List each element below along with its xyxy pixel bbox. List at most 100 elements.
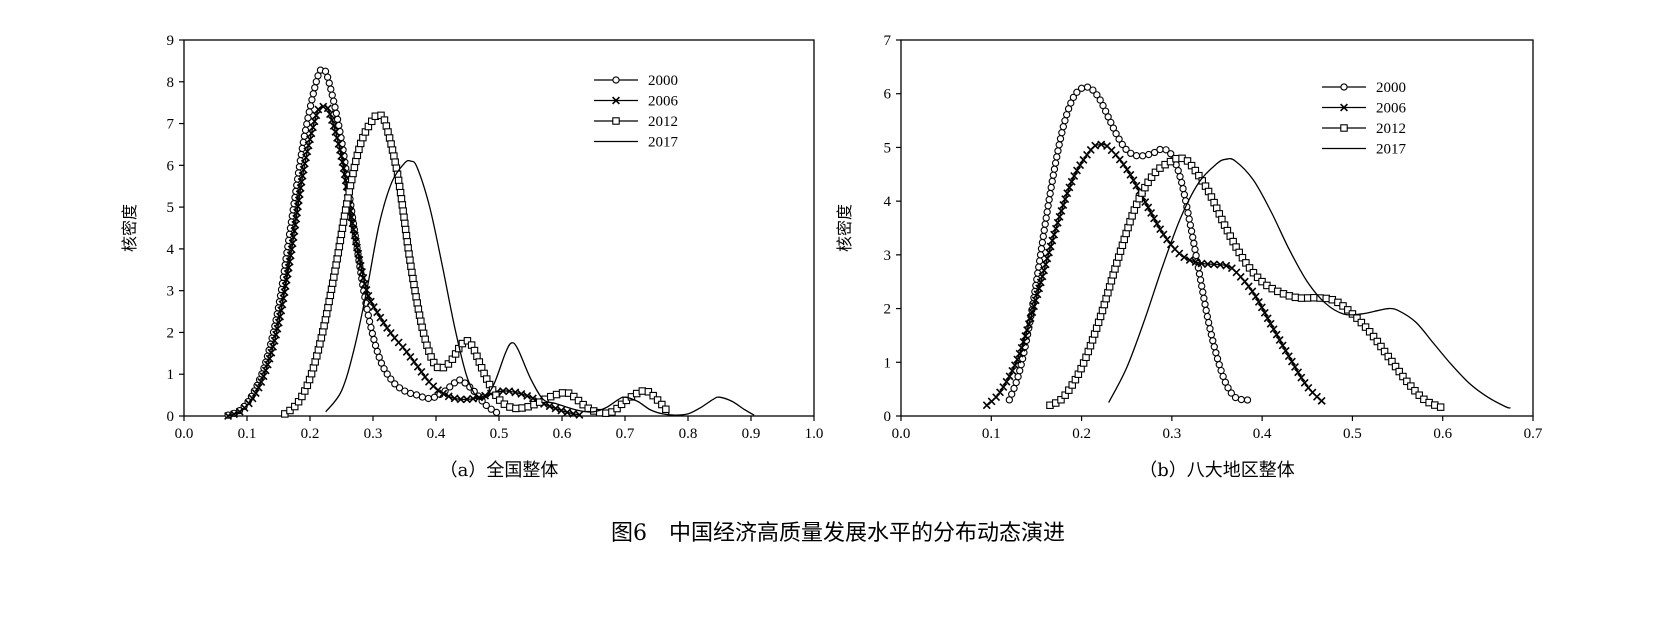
data-point: [1150, 148, 1159, 157]
data-point: [1050, 230, 1059, 239]
data-point: [224, 412, 233, 420]
data-point: [383, 323, 392, 332]
data-point: [1040, 226, 1048, 234]
data-point: [312, 78, 320, 86]
data-point: [1089, 86, 1097, 94]
data-point: [1048, 236, 1057, 245]
data-point: [251, 389, 260, 398]
data-point: [1339, 302, 1347, 310]
data-point: [439, 389, 448, 398]
x-tick-label: 0.5: [490, 426, 509, 442]
data-point: [303, 120, 311, 128]
data-point: [1035, 257, 1044, 265]
data-point: [312, 111, 321, 120]
data-point: [1132, 181, 1141, 190]
data-point: [1028, 308, 1037, 317]
data-point: [1310, 293, 1318, 302]
data-point: [371, 341, 380, 350]
data-point: [411, 287, 419, 295]
data-point: [367, 323, 375, 332]
data-point: [322, 309, 331, 318]
data-point: [1061, 117, 1069, 125]
plot-frame: [183, 39, 815, 417]
data-point: [1213, 355, 1222, 363]
data-point: [644, 388, 653, 396]
data-point: [348, 219, 357, 228]
data-point: [284, 263, 293, 272]
data-point: [1291, 293, 1300, 302]
data-point: [1073, 166, 1081, 175]
data-point: [292, 214, 301, 223]
data-point: [278, 300, 287, 309]
data-point: [495, 396, 504, 404]
data-point: [456, 376, 464, 384]
data-point: [277, 306, 286, 315]
data-point: [1055, 212, 1064, 221]
data-point: [395, 384, 404, 392]
data-point: [265, 354, 274, 363]
data-point: [1244, 282, 1253, 291]
data-point: [401, 219, 409, 228]
data-point: [344, 193, 352, 202]
data-point: [1266, 319, 1275, 328]
data-point: [355, 255, 364, 264]
data-point: [380, 365, 388, 373]
data-point: [1097, 140, 1106, 149]
data-point: [1054, 147, 1062, 155]
data-point: [469, 394, 478, 403]
data-point: [1207, 331, 1216, 339]
data-point: [323, 104, 332, 113]
data-point: [1021, 332, 1030, 340]
data-point: [326, 110, 334, 119]
y-tick-label: 8: [167, 75, 175, 91]
data-point: [309, 90, 317, 98]
data-point: [314, 346, 323, 354]
data-point: [400, 213, 408, 221]
data-point: [1217, 366, 1225, 375]
data-point: [1063, 111, 1071, 119]
data-point: [1249, 268, 1258, 277]
data-point: [430, 358, 438, 367]
series-2000: [1005, 83, 1252, 404]
data-point: [1109, 124, 1118, 132]
data-point: [340, 212, 349, 220]
data-point: [356, 261, 365, 270]
data-point: [301, 126, 310, 134]
data-point: [1191, 245, 1199, 254]
data-point: [658, 400, 666, 409]
data-point: [409, 274, 417, 283]
data-point: [324, 303, 332, 312]
legend-label: 2012: [1376, 121, 1406, 137]
data-point: [363, 305, 371, 313]
data-point: [254, 383, 263, 392]
data-point: [263, 360, 272, 369]
y-tick-label: 1: [167, 367, 175, 383]
data-point: [1216, 260, 1225, 269]
data-point: [339, 218, 348, 226]
data-point: [293, 202, 302, 211]
data-point: [337, 152, 346, 160]
data-point: [1008, 366, 1017, 375]
data-point: [317, 334, 326, 342]
data-point: [1257, 303, 1266, 312]
data-point: [401, 225, 410, 234]
data-point: [444, 392, 453, 401]
data-point: [1198, 282, 1206, 290]
y-tick-label: 0: [884, 409, 892, 425]
data-point: [313, 352, 321, 360]
legend-marker: [1340, 83, 1348, 91]
data-point: [281, 282, 290, 291]
series-2017: [325, 159, 755, 416]
data-point: [347, 175, 356, 184]
data-point: [230, 410, 239, 419]
data-point: [321, 315, 330, 324]
chart-panel-b: 0.0 0.1 0.2 0.3 0.4 0.5 0.6 0.7 0 1 2 3 4 5 6 7 核密度 （b）八大…: [835, 33, 1543, 481]
data-point: [1258, 277, 1266, 286]
data-point: [1145, 150, 1153, 159]
data-point: [391, 380, 399, 388]
data-point: [481, 391, 490, 400]
data-point: [1175, 249, 1184, 258]
data-point: [353, 243, 362, 252]
x-tick-label: 0.5: [1343, 426, 1362, 442]
